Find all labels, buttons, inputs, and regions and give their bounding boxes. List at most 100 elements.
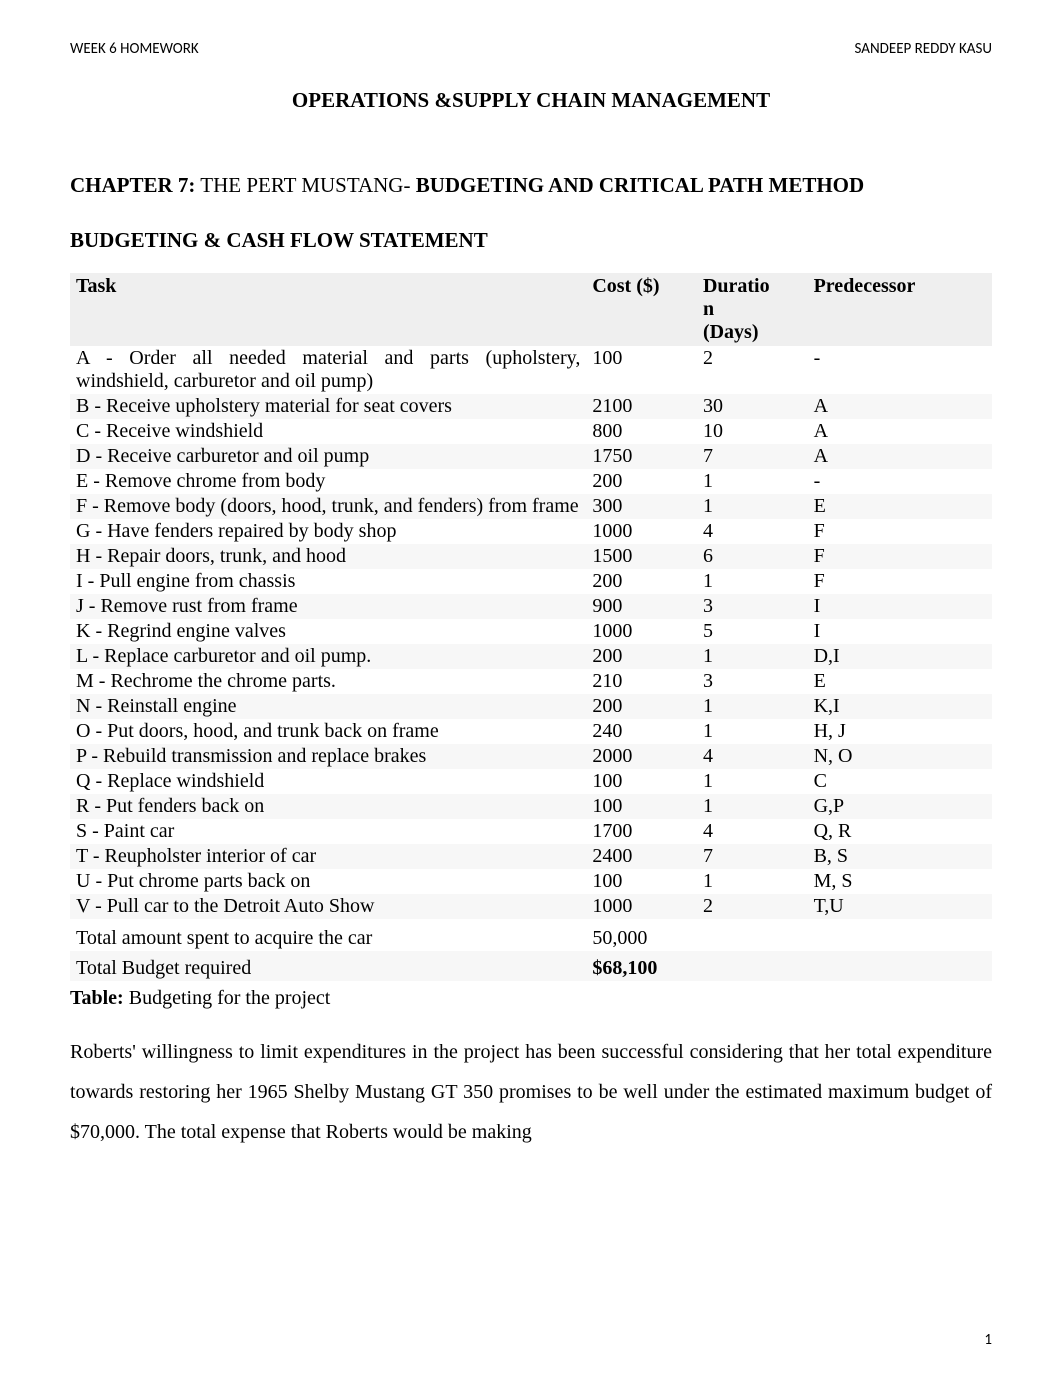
cell-cost: 1000 [586, 519, 697, 544]
cell-duration: 5 [697, 619, 808, 644]
cell-duration: 6 [697, 544, 808, 569]
th-task: Task [70, 273, 586, 346]
table-row: L - Replace carburetor and oil pump.2001… [70, 644, 992, 669]
cell-duration: 1 [697, 794, 808, 819]
cell-task: U - Put chrome parts back on [70, 869, 586, 894]
header-left: WEEK 6 HOMEWORK [70, 40, 199, 58]
cell-predecessor: A [808, 394, 992, 419]
cell-task: D - Receive carburetor and oil pump [70, 444, 586, 469]
cell-empty [697, 919, 808, 951]
table-row: T - Reupholster interior of car24007B, S [70, 844, 992, 869]
cell-cost: 100 [586, 869, 697, 894]
table-row: R - Put fenders back on1001G,P [70, 794, 992, 819]
cell-predecessor: E [808, 494, 992, 519]
header-right: SANDEEP REDDY KASU [855, 40, 993, 58]
cell-predecessor: F [808, 544, 992, 569]
table-row: Q - Replace windshield1001C [70, 769, 992, 794]
cell-cost: 800 [586, 419, 697, 444]
cell-predecessor: A [808, 419, 992, 444]
cell-duration: 3 [697, 594, 808, 619]
cell-task: P - Rebuild transmission and replace bra… [70, 744, 586, 769]
cell-duration: 1 [697, 644, 808, 669]
cell-cost: 300 [586, 494, 697, 519]
cell-cost: 1000 [586, 894, 697, 919]
table-row: V - Pull car to the Detroit Auto Show100… [70, 894, 992, 919]
table-row: G - Have fenders repaired by body shop10… [70, 519, 992, 544]
cell-predecessor: I [808, 594, 992, 619]
row-total-acquire: Total amount spent to acquire the car50,… [70, 919, 992, 951]
cell-predecessor: H, J [808, 719, 992, 744]
cell-task: F - Remove body (doors, hood, trunk, and… [70, 494, 586, 519]
cell-duration: 4 [697, 519, 808, 544]
cell-cost: 100 [586, 346, 697, 394]
chapter-prefix: CHAPTER 7: [70, 173, 195, 197]
document-title: OPERATIONS &SUPPLY CHAIN MANAGEMENT [70, 88, 992, 113]
th-predecessor: Predecessor [808, 273, 992, 346]
cell-duration: 2 [697, 894, 808, 919]
cell-task: G - Have fenders repaired by body shop [70, 519, 586, 544]
th-cost: Cost ($) [586, 273, 697, 346]
budget-table: Task Cost ($) Duration(Days) Predecessor… [70, 273, 992, 981]
cell-duration: 4 [697, 819, 808, 844]
table-row: I - Pull engine from chassis2001F [70, 569, 992, 594]
cell-task: V - Pull car to the Detroit Auto Show [70, 894, 586, 919]
cell-duration: 1 [697, 869, 808, 894]
table-row: K - Regrind engine valves10005I [70, 619, 992, 644]
table-row: U - Put chrome parts back on1001M, S [70, 869, 992, 894]
cell-task: K - Regrind engine valves [70, 619, 586, 644]
table-row: D - Receive carburetor and oil pump17507… [70, 444, 992, 469]
table-row: E - Remove chrome from body2001- [70, 469, 992, 494]
cell-predecessor: - [808, 346, 992, 394]
cell-duration: 1 [697, 719, 808, 744]
table-header-row: Task Cost ($) Duration(Days) Predecessor [70, 273, 992, 346]
cell-task: H - Repair doors, trunk, and hood [70, 544, 586, 569]
cell-task: B - Receive upholstery material for seat… [70, 394, 586, 419]
th-duration: Duration(Days) [697, 273, 808, 346]
caption-text: Budgeting for the project [124, 987, 331, 1009]
cell-total-acquire-value: 50,000 [586, 919, 697, 951]
table-row: C - Receive windshield80010A [70, 419, 992, 444]
cell-task: A - Order all needed material and parts … [70, 346, 586, 394]
cell-task: M - Rechrome the chrome parts. [70, 669, 586, 694]
table-row: M - Rechrome the chrome parts.2103E [70, 669, 992, 694]
table-row: O - Put doors, hood, and trunk back on f… [70, 719, 992, 744]
cell-cost: 200 [586, 694, 697, 719]
cell-empty [808, 919, 992, 951]
cell-duration: 1 [697, 469, 808, 494]
cell-task: C - Receive windshield [70, 419, 586, 444]
cell-task: S - Paint car [70, 819, 586, 844]
cell-total-acquire-label: Total amount spent to acquire the car [70, 919, 586, 951]
cell-duration: 1 [697, 494, 808, 519]
document-page: WEEK 6 HOMEWORK SANDEEP REDDY KASU OPERA… [0, 0, 1062, 1377]
cell-cost: 1750 [586, 444, 697, 469]
cell-cost: 2000 [586, 744, 697, 769]
cell-duration: 1 [697, 694, 808, 719]
cell-duration: 30 [697, 394, 808, 419]
cell-predecessor: G,P [808, 794, 992, 819]
cell-cost: 200 [586, 469, 697, 494]
cell-cost: 200 [586, 569, 697, 594]
body-paragraph: Roberts' willingness to limit expenditur… [70, 1032, 992, 1152]
cell-cost: 2400 [586, 844, 697, 869]
table-row: N - Reinstall engine2001K,I [70, 694, 992, 719]
cell-predecessor: K,I [808, 694, 992, 719]
cell-task: J - Remove rust from frame [70, 594, 586, 619]
cell-duration: 7 [697, 844, 808, 869]
table-row: B - Receive upholstery material for seat… [70, 394, 992, 419]
cell-empty [697, 951, 808, 981]
cell-task: T - Reupholster interior of car [70, 844, 586, 869]
cell-predecessor: C [808, 769, 992, 794]
table-row: A - Order all needed material and parts … [70, 346, 992, 394]
cell-predecessor: M, S [808, 869, 992, 894]
cell-duration: 10 [697, 419, 808, 444]
cell-predecessor: I [808, 619, 992, 644]
cell-predecessor: F [808, 569, 992, 594]
chapter-heading: CHAPTER 7: THE PERT MUSTANG- BUDGETING A… [70, 173, 992, 198]
cell-cost: 240 [586, 719, 697, 744]
cell-total-budget-label: Total Budget required [70, 951, 586, 981]
cell-empty [808, 951, 992, 981]
row-total-budget: Total Budget required$68,100 [70, 951, 992, 981]
cell-predecessor: B, S [808, 844, 992, 869]
table-caption: Table: Budgeting for the project [70, 987, 992, 1010]
cell-duration: 7 [697, 444, 808, 469]
